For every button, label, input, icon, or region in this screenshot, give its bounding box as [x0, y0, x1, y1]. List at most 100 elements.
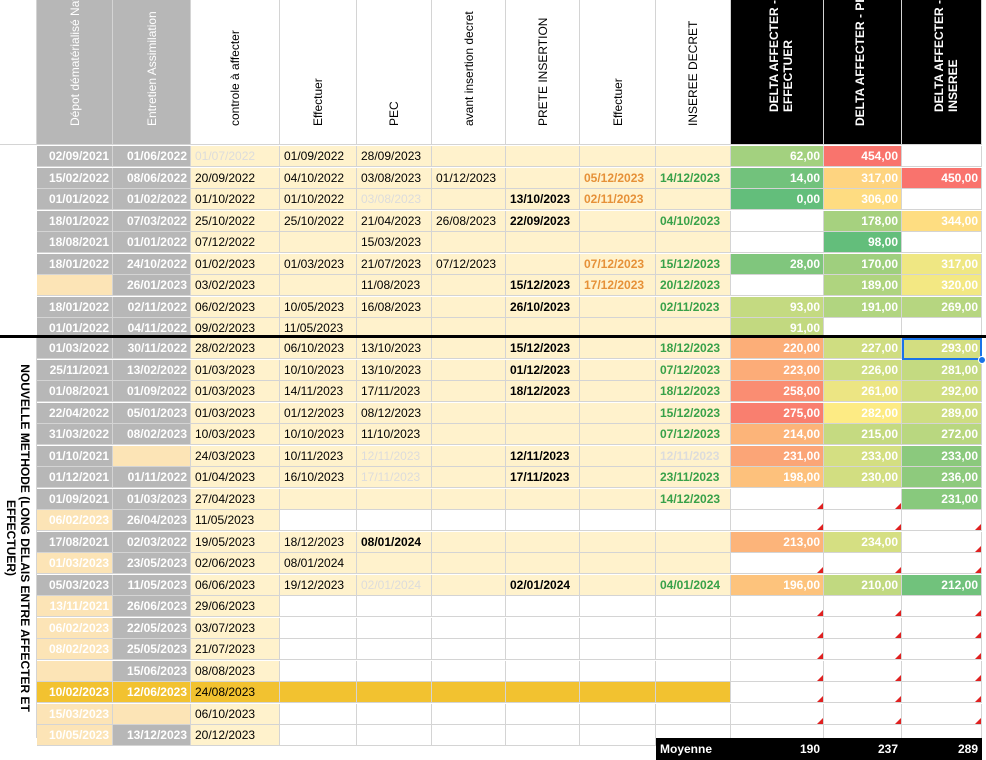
cell-r17-c3[interactable]: 27/04/2023 [191, 488, 280, 510]
cell-r27-c1[interactable]: 15/03/2023 [37, 703, 113, 725]
cell-r2-c6[interactable]: 01/12/2023 [432, 167, 506, 189]
cell-r17-c7[interactable] [506, 488, 580, 510]
cell-r1-c8[interactable] [580, 146, 656, 167]
cell-r10-c10[interactable]: 220,00 [731, 338, 824, 359]
cell-r8-c2[interactable]: 02/11/2022 [113, 296, 191, 318]
cell-r14-c4[interactable]: 10/10/2023 [280, 424, 357, 445]
cell-r4-c2[interactable]: 07/03/2022 [113, 210, 191, 232]
cell-r7-c12[interactable]: 320,00 [902, 275, 982, 296]
cell-r22-c6[interactable] [432, 596, 506, 617]
cell-r11-c4[interactable]: 10/10/2023 [280, 359, 357, 381]
cell-r21-c9[interactable]: 04/01/2024 [656, 574, 731, 596]
cell-r11-c12[interactable]: 281,00 [902, 359, 982, 381]
cell-r7-c4[interactable] [280, 275, 357, 296]
cell-r6-c12[interactable]: 317,00 [902, 253, 982, 275]
cell-r25-c1[interactable] [37, 660, 113, 682]
cell-r23-c11[interactable] [824, 617, 902, 639]
cell-r4-c7[interactable]: 22/09/2023 [506, 210, 580, 232]
cell-r18-c7[interactable] [506, 510, 580, 531]
cell-r2-c9[interactable]: 14/12/2023 [656, 167, 731, 189]
cell-r20-c6[interactable] [432, 553, 506, 574]
cell-r20-c11[interactable] [824, 553, 902, 574]
cell-r22-c9[interactable] [656, 596, 731, 617]
selected-cell[interactable] [902, 338, 982, 360]
cell-r22-c5[interactable] [357, 596, 432, 617]
cell-r15-c7[interactable]: 12/11/2023 [506, 445, 580, 467]
cell-r26-c1[interactable]: 10/02/2023 [37, 682, 113, 703]
cell-r25-c4[interactable] [280, 660, 357, 682]
cell-r2-c3[interactable]: 20/09/2022 [191, 167, 280, 189]
cell-r11-c6[interactable] [432, 359, 506, 381]
cell-r5-c3[interactable]: 07/12/2022 [191, 232, 280, 253]
cell-r18-c4[interactable] [280, 510, 357, 531]
cell-r3-c1[interactable]: 01/01/2022 [37, 189, 113, 210]
cell-r14-c8[interactable] [580, 424, 656, 445]
cell-r4-c12[interactable]: 344,00 [902, 210, 982, 232]
cell-r23-c5[interactable] [357, 617, 432, 639]
fill-handle[interactable] [978, 356, 986, 364]
cell-r14-c12[interactable]: 272,00 [902, 424, 982, 445]
cell-r17-c10[interactable] [731, 488, 824, 510]
cell-r20-c10[interactable] [731, 553, 824, 574]
cell-r15-c11[interactable]: 233,00 [824, 445, 902, 467]
cell-r16-c8[interactable] [580, 467, 656, 488]
cell-r21-c5[interactable]: 02/01/2024 [357, 574, 432, 596]
cell-r6-c5[interactable]: 21/07/2023 [357, 253, 432, 275]
cell-r20-c12[interactable] [902, 553, 982, 574]
cell-r27-c2[interactable] [113, 703, 191, 725]
cell-r10-c7[interactable]: 15/12/2023 [506, 338, 580, 359]
cell-r8-c10[interactable]: 93,00 [731, 296, 824, 318]
cell-r4-c10[interactable] [731, 210, 824, 232]
cell-r12-c12[interactable]: 292,00 [902, 381, 982, 402]
cell-r24-c1[interactable]: 08/02/2023 [37, 639, 113, 660]
cell-r16-c11[interactable]: 230,00 [824, 467, 902, 488]
cell-r27-c3[interactable]: 06/10/2023 [191, 703, 280, 725]
cell-r21-c7[interactable]: 02/01/2024 [506, 574, 580, 596]
cell-r25-c5[interactable] [357, 660, 432, 682]
cell-r23-c6[interactable] [432, 617, 506, 639]
cell-r14-c11[interactable]: 215,00 [824, 424, 902, 445]
cell-r24-c6[interactable] [432, 639, 506, 660]
cell-r12-c10[interactable]: 258,00 [731, 381, 824, 402]
cell-r6-c6[interactable]: 07/12/2023 [432, 253, 506, 275]
cell-r22-c1[interactable]: 13/11/2021 [37, 596, 113, 617]
cell-r2-c11[interactable]: 317,00 [824, 167, 902, 189]
cell-r8-c4[interactable]: 10/05/2023 [280, 296, 357, 318]
cell-r27-c8[interactable] [580, 703, 656, 725]
cell-r23-c7[interactable] [506, 617, 580, 639]
cell-r19-c4[interactable]: 18/12/2023 [280, 531, 357, 553]
cell-r3-c6[interactable] [432, 189, 506, 210]
cell-r26-c10[interactable] [731, 682, 824, 703]
cell-r14-c9[interactable]: 07/12/2023 [656, 424, 731, 445]
cell-r14-c5[interactable]: 11/10/2023 [357, 424, 432, 445]
cell-r2-c7[interactable] [506, 167, 580, 189]
cell-r24-c4[interactable] [280, 639, 357, 660]
cell-r6-c11[interactable]: 170,00 [824, 253, 902, 275]
cell-r15-c2[interactable] [113, 445, 191, 467]
cell-r10-c5[interactable]: 13/10/2023 [357, 338, 432, 359]
cell-r16-c1[interactable]: 01/12/2021 [37, 467, 113, 488]
cell-r10-c11[interactable]: 227,00 [824, 338, 902, 359]
cell-r3-c3[interactable]: 01/10/2022 [191, 189, 280, 210]
cell-r16-c9[interactable]: 23/11/2023 [656, 467, 731, 488]
cell-r21-c10[interactable]: 196,00 [731, 574, 824, 596]
cell-r5-c4[interactable] [280, 232, 357, 253]
cell-r4-c4[interactable]: 25/10/2022 [280, 210, 357, 232]
cell-r21-c4[interactable]: 19/12/2023 [280, 574, 357, 596]
cell-r1-c10[interactable]: 62,00 [731, 146, 824, 167]
cell-r11-c3[interactable]: 01/03/2023 [191, 359, 280, 381]
cell-r11-c9[interactable]: 07/12/2023 [656, 359, 731, 381]
cell-r28-c8[interactable] [580, 725, 656, 746]
cell-r19-c12[interactable] [902, 531, 982, 553]
cell-r7-c5[interactable]: 11/08/2023 [357, 275, 432, 296]
cell-r1-c1[interactable]: 02/09/2021 [37, 146, 113, 167]
cell-r8-c1[interactable]: 18/01/2022 [37, 296, 113, 318]
cell-r4-c5[interactable]: 21/04/2023 [357, 210, 432, 232]
cell-r20-c1[interactable]: 01/03/2023 [37, 553, 113, 574]
cell-r13-c2[interactable]: 05/01/2023 [113, 402, 191, 424]
cell-r1-c7[interactable] [506, 146, 580, 167]
cell-r8-c6[interactable] [432, 296, 506, 318]
cell-r2-c10[interactable]: 14,00 [731, 167, 824, 189]
cell-r23-c8[interactable] [580, 617, 656, 639]
cell-r13-c11[interactable]: 282,00 [824, 402, 902, 424]
